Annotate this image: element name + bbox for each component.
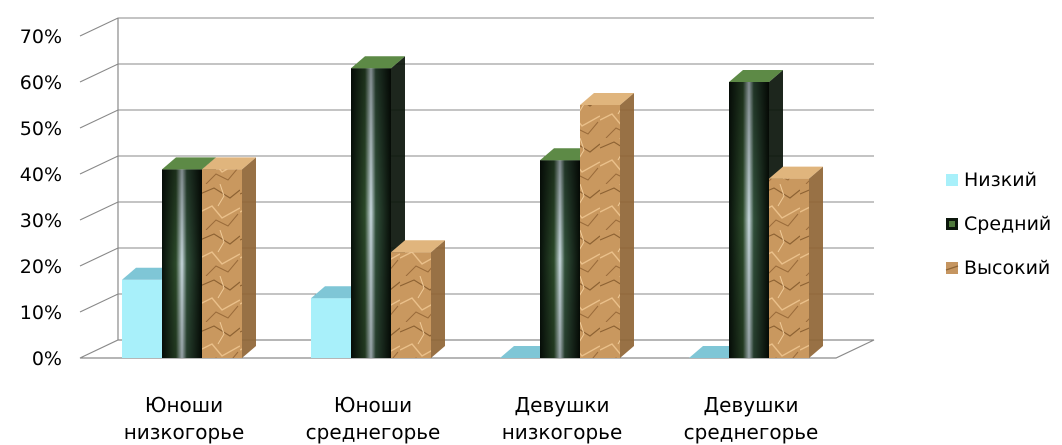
y-tick-label: 50% [20,118,62,140]
legend-swatch [946,174,958,186]
gridline [79,63,874,83]
x-category-label: Юноши [334,393,412,417]
y-tick-label: 40% [20,164,62,186]
legend-item: Средний [946,213,1051,235]
x-category-label: низкогорье [124,420,245,444]
y-tick-label: 0% [32,348,62,370]
bar-Высокий-0 [202,157,256,358]
x-category-label: Девушки [704,393,799,417]
legend-label: Средний [964,213,1051,235]
bar-Высокий-2 [580,93,634,358]
x-category-label: среднегорье [684,420,819,444]
legend-item: Низкий [946,169,1037,191]
x-category-label: Юноши [145,393,223,417]
y-tick-label: 60% [20,72,62,94]
y-tick-label: 20% [20,256,62,278]
legend-item: Высокий [945,257,1050,279]
x-category-label: Девушки [515,393,610,417]
legend-label: Низкий [964,169,1037,191]
y-tick-label: 70% [20,26,62,48]
y-tick-label: 30% [20,210,62,232]
y-tick-label: 10% [20,302,62,324]
x-category-label: среднегорье [306,420,441,444]
legend: Низкий Средний Высокий [945,169,1051,279]
legend-label: Высокий [964,257,1050,279]
bar-Высокий-1 [391,240,445,358]
bar-Высокий-3 [769,166,823,358]
gridline [79,17,874,37]
x-category-label: низкогорье [502,420,623,444]
